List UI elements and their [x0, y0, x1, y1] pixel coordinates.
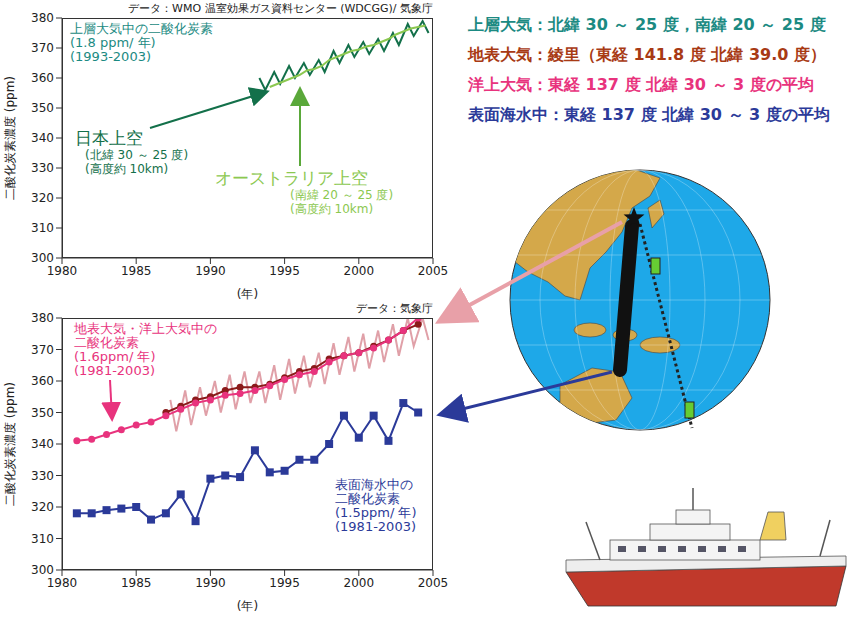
- html-text:(1.8 ppm/ 年): (1.8 ppm/ 年): [70, 35, 156, 50]
- svg-text:380: 380: [31, 311, 54, 325]
- html-text:(1993-2003): (1993-2003): [70, 49, 151, 64]
- svg-text:370: 370: [31, 41, 54, 55]
- svg-text:300: 300: [31, 563, 54, 577]
- svg-text:350: 350: [31, 406, 54, 420]
- html-text:上層大気中の二酸化炭素: 上層大気中の二酸化炭素: [70, 21, 213, 36]
- svg-text:(年): (年): [237, 287, 258, 300]
- svg-text:340: 340: [31, 437, 54, 451]
- svg-text:300: 300: [31, 251, 54, 265]
- html-text:オーストラリア上空: オーストラリア上空: [215, 168, 368, 188]
- html-text:(高度約 10km): (高度約 10km): [85, 162, 169, 176]
- html-text:二酸化炭素: 二酸化炭素: [74, 335, 139, 350]
- html-text:(高度約 10km): (高度約 10km): [290, 202, 374, 216]
- svg-text:2005: 2005: [418, 576, 449, 590]
- html-text:地表大気・洋上大気中の: 地表大気・洋上大気中の: [74, 321, 217, 336]
- html-text:(北緯 30 ～ 25 度): (北緯 30 ～ 25 度): [85, 148, 189, 162]
- html-text:(1.5ppm/ 年): (1.5ppm/ 年): [335, 505, 417, 520]
- svg-text:2000: 2000: [344, 264, 375, 278]
- svg-text:1980: 1980: [47, 264, 78, 278]
- svg-text:二酸化炭素濃度 (ppm): 二酸化炭素濃度 (ppm): [3, 382, 17, 506]
- svg-text:370: 370: [31, 343, 54, 357]
- html-text:(1981-2003): (1981-2003): [335, 519, 416, 534]
- html-text:上層大気：北緯 30 ～ 25 度，南緯 20 ～ 25 度: 上層大気：北緯 30 ～ 25 度，南緯 20 ～ 25 度: [468, 15, 826, 34]
- html-text:二酸化炭素: 二酸化炭素: [335, 491, 400, 506]
- svg-text:310: 310: [31, 221, 54, 235]
- html-text:(1.6ppm/ 年): (1.6ppm/ 年): [74, 349, 156, 364]
- html-text:データ：WMO 温室効果ガス資料センター (WDCGG)/: データ：WMO 温室効果ガス資料センター (WDCGG)/ 気象庁: [128, 2, 433, 15]
- html-text:表面海水中：東経 137 度 北緯 30 ～ 3 度の平均: 表面海水中：東経 137 度 北緯 30 ～ 3 度の平均: [468, 105, 830, 124]
- html-text:洋上大気：東経 137 度 北緯 30 ～ 3 度の平均: 洋上大気：東経 137 度 北緯 30 ～ 3 度の平均: [468, 75, 814, 94]
- svg-text:(年): (年): [237, 599, 258, 612]
- svg-text:380: 380: [31, 11, 54, 25]
- svg-text:310: 310: [31, 532, 54, 546]
- svg-text:1990: 1990: [195, 264, 226, 278]
- svg-text:360: 360: [31, 71, 54, 85]
- svg-text:1985: 1985: [121, 576, 152, 590]
- svg-text:360: 360: [31, 374, 54, 388]
- svg-text:1985: 1985: [121, 264, 152, 278]
- svg-text:330: 330: [31, 469, 54, 483]
- svg-text:330: 330: [31, 161, 54, 175]
- svg-text:1995: 1995: [269, 264, 300, 278]
- svg-text:340: 340: [31, 131, 54, 145]
- svg-text:2005: 2005: [418, 264, 449, 278]
- svg-text:1980: 1980: [47, 576, 78, 590]
- svg-text:320: 320: [31, 500, 54, 514]
- html-text:データ：気象庁: データ：気象庁: [356, 302, 433, 315]
- html-text:地表大気：綾里（東経 141.8 度 北緯 39.0 度）: 地表大気：綾里（東経 141.8 度 北緯 39.0 度）: [468, 45, 826, 64]
- html-text:日本上空: 日本上空: [75, 128, 143, 148]
- svg-text:1990: 1990: [195, 576, 226, 590]
- html-text:表面海水中の: 表面海水中の: [335, 477, 413, 492]
- svg-text:2000: 2000: [344, 576, 375, 590]
- svg-text:1995: 1995: [269, 576, 300, 590]
- svg-text:350: 350: [31, 101, 54, 115]
- svg-text:320: 320: [31, 191, 54, 205]
- html-text:(南緯 20 ～ 25 度): (南緯 20 ～ 25 度): [290, 188, 394, 202]
- html-text:(1981-2003): (1981-2003): [74, 363, 155, 378]
- svg-text:二酸化炭素濃度 (ppm): 二酸化炭素濃度 (ppm): [3, 76, 17, 200]
